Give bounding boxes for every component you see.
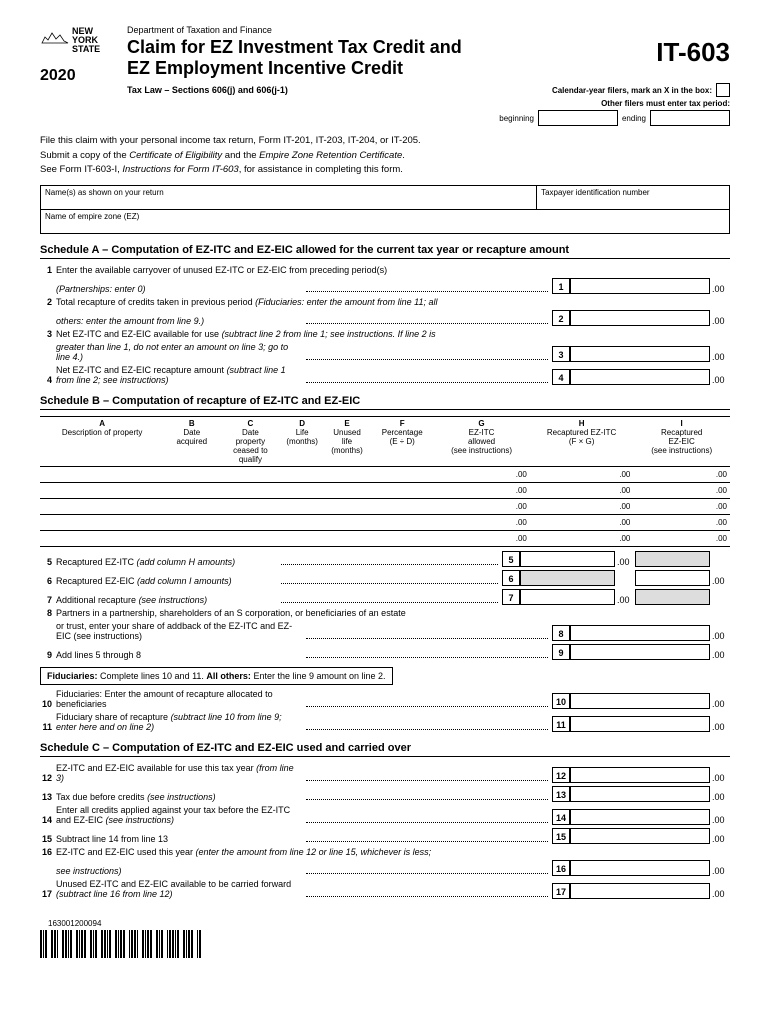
form-title-1: Claim for EZ Investment Tax Credit and bbox=[127, 37, 462, 58]
cal-year-text: Calendar-year filers, mark an X in the b… bbox=[552, 86, 712, 95]
tax-law: Tax Law – Sections 606(j) and 606(j-1) bbox=[127, 85, 288, 95]
fiduciary-note: Fiduciaries: Complete lines 10 and 11. A… bbox=[40, 667, 393, 685]
ending-input[interactable] bbox=[650, 110, 730, 126]
intro-line-3: See Form IT-603-I, Instructions for Form… bbox=[40, 163, 730, 177]
schedule-b-title: Schedule B – Computation of recapture of… bbox=[40, 395, 730, 410]
other-filers: Other filers must enter tax period: bbox=[552, 99, 730, 108]
schedule-b-table: ADescription of propertyBDateacquiredCDa… bbox=[40, 416, 730, 547]
name-field[interactable]: Name(s) as shown on your return bbox=[41, 186, 537, 210]
beginning-input[interactable] bbox=[538, 110, 618, 126]
schedule-c-title: Schedule C – Computation of EZ-ITC and E… bbox=[40, 742, 730, 757]
title-area: Department of Taxation and Finance Claim… bbox=[127, 25, 730, 126]
form-header: NEWYORKSTATE 2020 Department of Taxation… bbox=[40, 25, 730, 126]
form-title-2: EZ Employment Incentive Credit bbox=[127, 58, 462, 79]
taxpayer-info-table: Name(s) as shown on your return Taxpayer… bbox=[40, 185, 730, 234]
schedule-a-title: Schedule A – Computation of EZ-ITC and E… bbox=[40, 244, 730, 259]
ending-label: ending bbox=[622, 114, 646, 123]
nys-logo: NEWYORKSTATE 2020 bbox=[40, 25, 115, 85]
intro-line-2: Submit a copy of the Certificate of Elig… bbox=[40, 149, 730, 163]
tax-year: 2020 bbox=[40, 67, 76, 85]
ez-name-field[interactable]: Name of empire zone (EZ) bbox=[41, 210, 730, 234]
form-code: IT-603 bbox=[656, 37, 730, 68]
intro-line-1: File this claim with your personal incom… bbox=[40, 134, 730, 148]
department: Department of Taxation and Finance bbox=[127, 25, 730, 35]
schedule-b-lines-2: 10Fiduciaries: Enter the amount of recap… bbox=[40, 689, 730, 732]
tin-field[interactable]: Taxpayer identification number bbox=[537, 186, 730, 210]
schedule-b-lines: 5Recaptured EZ-ITC (add column H amounts… bbox=[40, 551, 730, 660]
schedule-c-lines: 12EZ-ITC and EZ-EIC available for use th… bbox=[40, 763, 730, 899]
barcode: 163001200094 bbox=[40, 919, 730, 958]
barcode-number: 163001200094 bbox=[48, 919, 101, 928]
barcode-bars bbox=[40, 930, 201, 958]
schedule-a-lines: 1Enter the available carryover of unused… bbox=[40, 265, 730, 385]
beginning-label: beginning bbox=[499, 114, 534, 123]
intro-text: File this claim with your personal incom… bbox=[40, 134, 730, 177]
cal-year-checkbox[interactable] bbox=[716, 83, 730, 97]
